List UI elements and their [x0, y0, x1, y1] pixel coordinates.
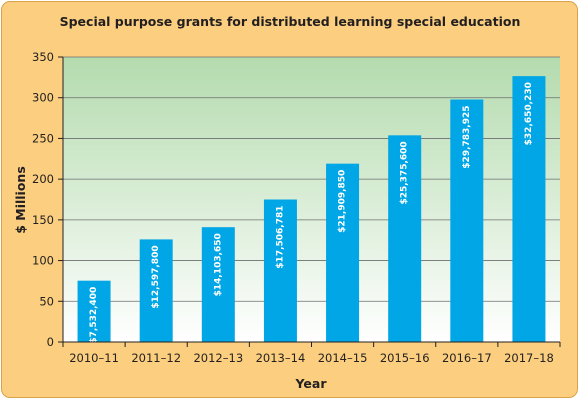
y-axis-ticks: 0 50 100 150 200 250 300 350 — [32, 50, 63, 349]
bars: $7,532,400 $12,597,800 $14,103,650 $17,506,… — [77, 76, 546, 344]
bar — [139, 239, 173, 342]
bar-value-label: $29,783,925 — [462, 106, 472, 169]
x-axis-ticks: 2010–11 2011–12 2012–13 2013–14 2014–15 2015–… — [62, 342, 561, 365]
x-tick-label: 2016–17 — [442, 351, 492, 365]
y-tick-label: 250 — [32, 131, 54, 145]
bar — [512, 76, 546, 342]
bar — [201, 227, 235, 342]
bar-value-label: $21,909,850 — [338, 170, 348, 233]
x-tick-label: 2015–16 — [380, 351, 430, 365]
x-tick-label: 2017–18 — [504, 351, 554, 365]
chart-title: Special purpose grants for distributed l… — [60, 14, 521, 29]
x-tick-label: 2010–11 — [69, 351, 119, 365]
y-tick-label: 200 — [32, 172, 54, 186]
bar-value-label: $7,532,400 — [89, 287, 99, 344]
bar — [450, 99, 484, 343]
bar — [263, 199, 297, 342]
y-tick-label: 350 — [32, 50, 54, 64]
x-tick-label: 2014–15 — [318, 351, 368, 365]
bar — [326, 163, 360, 342]
y-tick-label: 300 — [32, 91, 54, 105]
y-tick-label: 100 — [32, 254, 54, 268]
x-tick-label: 2013–14 — [256, 351, 306, 365]
x-tick-label: 2011–12 — [131, 351, 181, 365]
bar-value-label: $25,375,600 — [400, 141, 410, 204]
y-tick-label: 150 — [32, 213, 54, 227]
y-axis-label: $ Millions — [13, 166, 28, 234]
bar-value-label: $17,506,781 — [275, 206, 285, 269]
y-tick-label: 50 — [39, 294, 54, 308]
bar-value-label: $32,650,230 — [524, 82, 534, 145]
plot-area — [63, 57, 560, 342]
bar-value-label: $12,597,800 — [151, 245, 161, 308]
bar — [77, 280, 111, 342]
y-tick-label: 0 — [47, 335, 54, 349]
bar-value-label: $14,103,650 — [213, 233, 223, 296]
bar — [388, 135, 422, 342]
x-axis-label: Year — [295, 376, 328, 391]
x-tick-label: 2012–13 — [193, 351, 243, 365]
